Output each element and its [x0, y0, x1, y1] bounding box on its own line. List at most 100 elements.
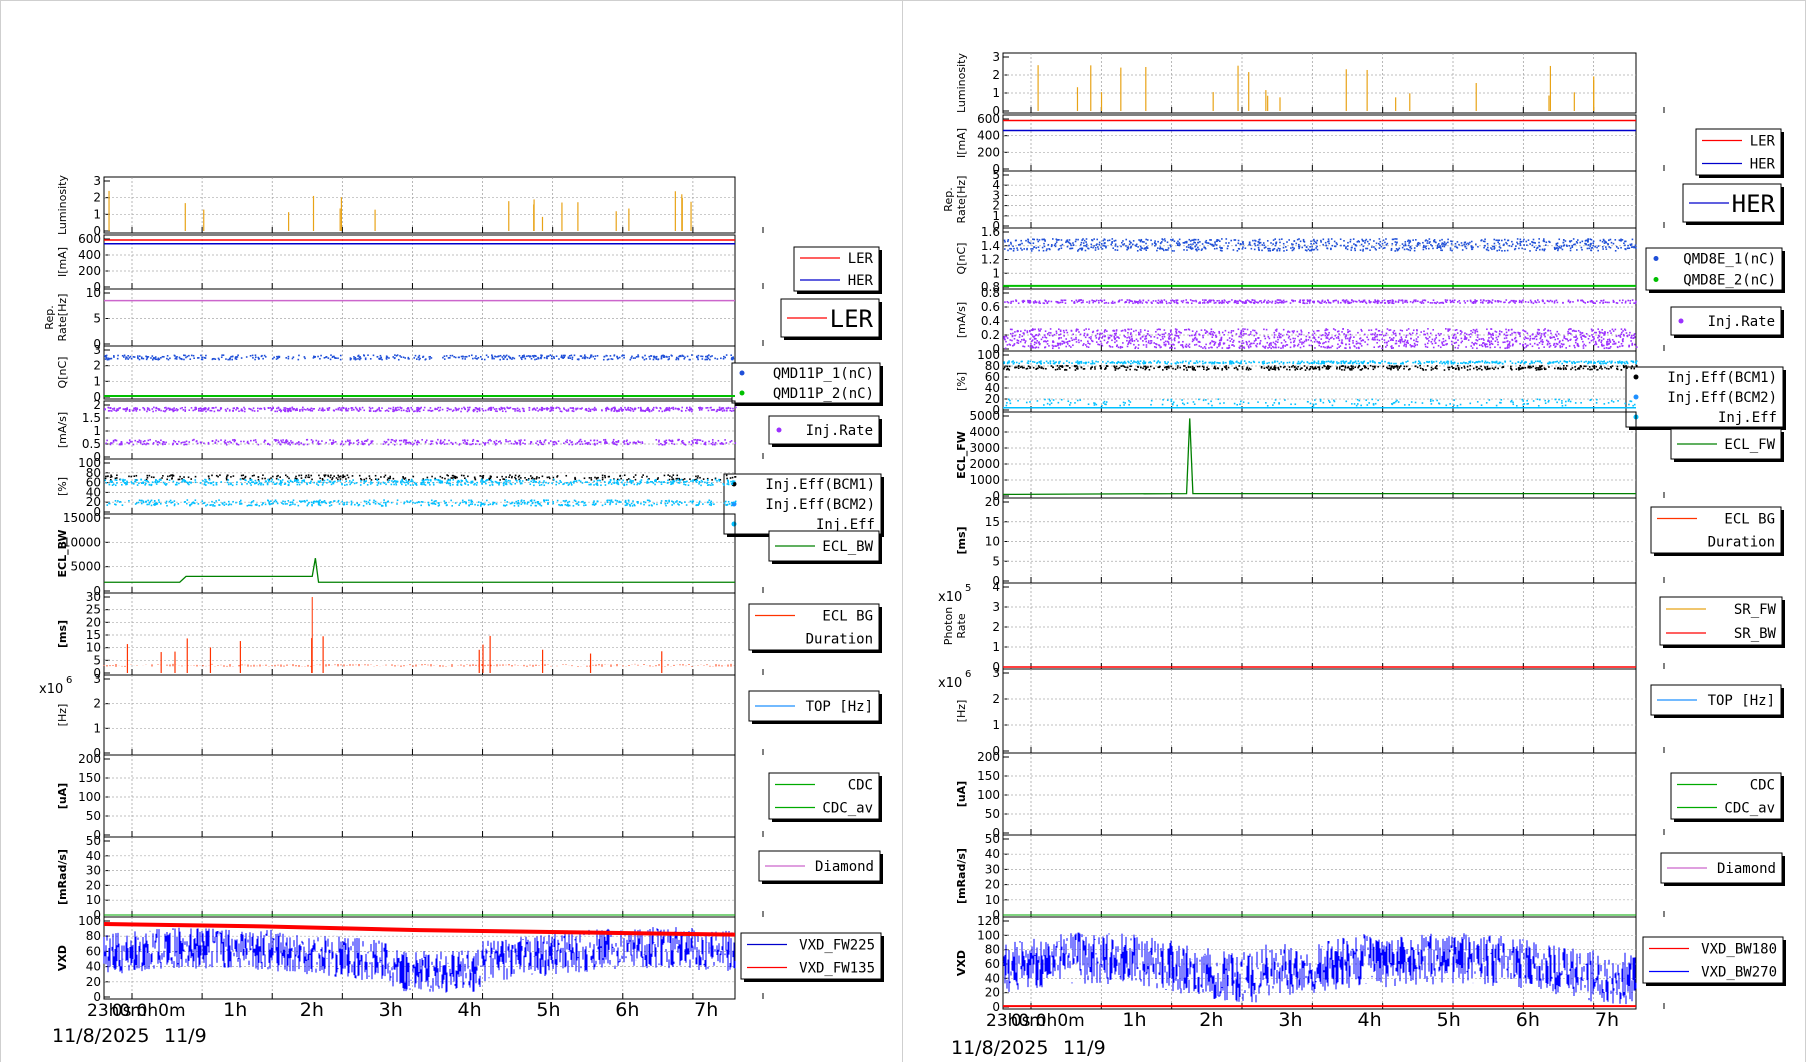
scatter-point: [497, 482, 499, 484]
scatter-point: [462, 440, 464, 442]
scatter-point: [670, 481, 672, 483]
scatter-point: [500, 442, 502, 444]
scatter-point: [1330, 248, 1332, 250]
scatter-point: [316, 483, 318, 485]
legend-shadow: [1674, 335, 1784, 338]
scatter-point: [542, 444, 544, 446]
y-tick-label: 600: [977, 112, 1000, 126]
scatter-point: [1160, 246, 1162, 248]
scatter-point: [471, 503, 473, 505]
scatter-point: [591, 479, 593, 481]
x-tick-label: 5h: [1437, 1009, 1461, 1031]
scatter-point: [184, 441, 186, 443]
scatter-point: [273, 481, 275, 483]
scatter-point: [662, 481, 664, 483]
scatter-point: [439, 481, 441, 483]
scatter-point: [624, 484, 626, 486]
scatter-point: [730, 481, 732, 483]
scatter-point: [517, 500, 519, 502]
scatter-point: [288, 478, 290, 480]
scatter-point: [675, 408, 677, 410]
scatter-point: [450, 477, 452, 479]
scatter-point: [322, 482, 324, 484]
scatter-point: [377, 356, 379, 358]
scatter-point: [473, 409, 475, 411]
scatter-point: [519, 481, 521, 483]
legend-entry: ECL_FW: [1724, 437, 1775, 453]
scatter-point: [594, 477, 596, 479]
scatter-point: [226, 477, 228, 479]
scatter-point: [604, 475, 606, 477]
scatter-point: [113, 440, 115, 442]
scatter-point: [505, 441, 507, 443]
scatter-point: [596, 440, 598, 442]
scatter-point: [529, 356, 531, 358]
scatter-point: [689, 407, 691, 409]
scatter-point: [452, 475, 454, 477]
scatter-point: [504, 408, 506, 410]
scatter-point: [181, 481, 183, 483]
scatter-point: [676, 478, 678, 480]
y-tick-label: 1: [992, 640, 1000, 654]
scatter-point: [547, 503, 549, 505]
scatter-point: [1154, 240, 1156, 242]
scatter-point: [593, 484, 595, 486]
scatter-point: [151, 505, 153, 507]
scatter-point: [125, 410, 127, 412]
scatter-point: [433, 501, 435, 503]
scatter-point: [1030, 242, 1032, 244]
scatter-point: [727, 407, 729, 409]
scatter-point: [1115, 249, 1117, 251]
scatter-point: [227, 359, 229, 361]
scatter-point: [368, 501, 370, 503]
scatter-point: [464, 477, 466, 479]
scatter-point: [386, 441, 388, 443]
scatter-point: [427, 502, 429, 504]
scatter-point: [521, 499, 523, 501]
scatter-point: [428, 479, 430, 481]
scatter-point: [1367, 241, 1369, 243]
scatter-point: [1174, 240, 1176, 242]
scatter-point: [448, 479, 450, 481]
scatter-point: [1323, 238, 1325, 240]
scatter-point: [596, 477, 598, 479]
legend-shadow: [1781, 132, 1784, 178]
scatter-point: [1428, 248, 1430, 250]
scatter-point: [388, 408, 390, 410]
scatter-point: [367, 354, 369, 356]
scatter-point: [408, 408, 410, 410]
scatter-point: [1385, 238, 1387, 240]
scatter-point: [345, 478, 347, 480]
scatter-point: [278, 442, 280, 444]
scatter-point: [307, 439, 309, 441]
scatter-point: [570, 481, 572, 483]
scatter-point: [1258, 249, 1260, 251]
scatter-point: [403, 356, 405, 358]
scatter-point: [562, 483, 564, 485]
scatter-point: [1013, 250, 1015, 252]
scatter-point: [1237, 250, 1239, 252]
scatter-point: [728, 501, 730, 503]
scatter-point: [238, 444, 240, 446]
scatter-point: [1347, 249, 1349, 251]
scatter-point: [641, 441, 643, 443]
scatter-point: [169, 475, 171, 477]
scatter-point: [1499, 243, 1501, 245]
scatter-point: [110, 476, 112, 478]
scatter-point: [625, 500, 627, 502]
scatter-point: [1535, 249, 1537, 251]
scatter-point: [306, 505, 308, 507]
scatter-point: [241, 503, 243, 505]
scatter-point: [1463, 244, 1465, 246]
scatter-point: [330, 475, 332, 477]
scatter-point: [327, 409, 329, 411]
scatter-point: [285, 503, 287, 505]
scatter-point: [1627, 245, 1629, 247]
scatter-point: [265, 440, 267, 442]
scatter-point: [1635, 244, 1637, 246]
scatter-point: [164, 411, 166, 413]
legend-shadow: [1781, 310, 1784, 338]
scatter-point: [539, 484, 541, 486]
scatter-point: [697, 475, 699, 477]
